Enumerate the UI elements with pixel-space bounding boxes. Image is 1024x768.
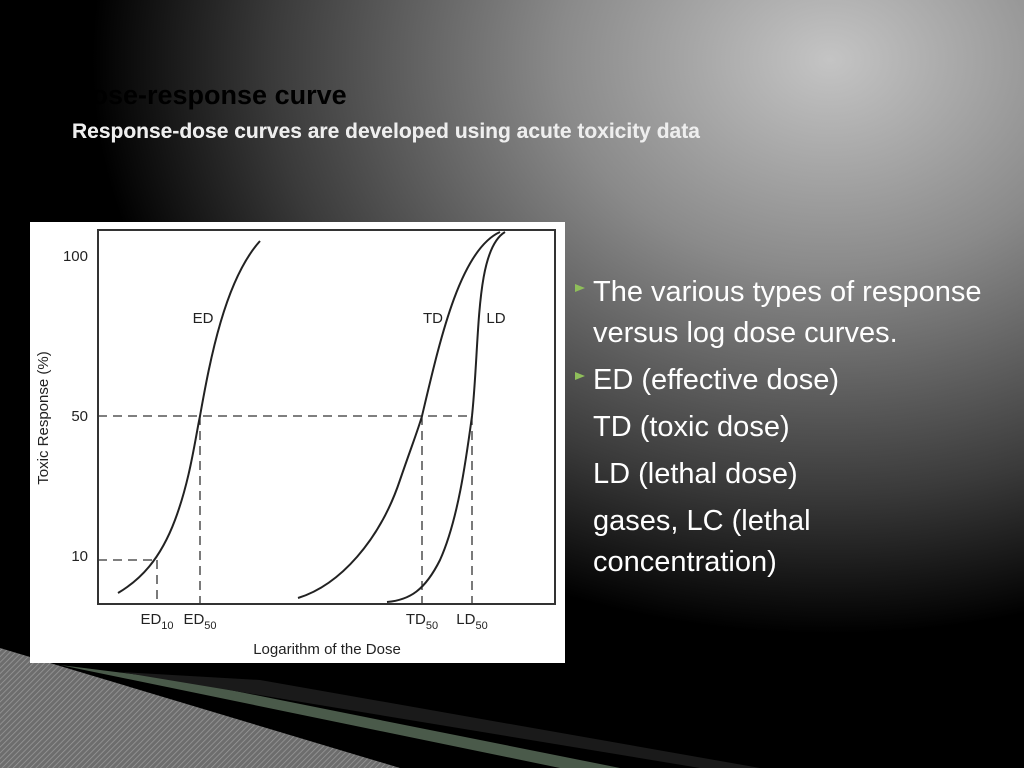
x-label-sub: 50 — [204, 620, 216, 632]
curve-label: ED — [193, 310, 214, 327]
curve-label: LD — [486, 310, 505, 327]
bullet: LD (lethal dose) — [593, 458, 798, 490]
bullet: gases, LC (lethal concentration) — [593, 505, 811, 578]
plot-frame — [97, 229, 556, 605]
x-axis-label: Logarithm of the Dose — [253, 641, 401, 658]
figure-background — [30, 222, 565, 663]
title: Dose-response curve — [72, 80, 347, 110]
x-label-base: LD — [456, 611, 475, 628]
guide-lines — [98, 415, 473, 604]
x-label: ED50 — [183, 611, 216, 632]
bullet-list: The various types of response versus log… — [575, 272, 995, 589]
x-label: LD50 — [456, 611, 487, 632]
x-labels: ED10 ED50 TD50 LD50 — [140, 611, 487, 632]
x-label-base: ED — [183, 611, 204, 628]
y-label: 50 — [71, 408, 88, 425]
y-label: 100 — [63, 248, 88, 265]
subtitle: Response-dose curves are developed using… — [72, 120, 700, 143]
x-label-sub: 50 — [475, 620, 487, 632]
curve-label: TD — [423, 310, 443, 327]
x-label: TD50 — [406, 611, 438, 632]
curves — [117, 231, 506, 603]
x-label-sub: 10 — [161, 620, 173, 632]
dark-stripe — [120, 672, 760, 768]
x-label-base: TD — [406, 611, 426, 628]
bullet: TD (toxic dose) — [593, 411, 790, 443]
y-axis-label: Toxic Response (%) — [35, 351, 52, 484]
y-label: 10 — [71, 548, 88, 565]
x-label: ED10 — [140, 611, 173, 632]
bullet: ED (effective dose) — [575, 360, 995, 401]
x-label-base: ED — [140, 611, 161, 628]
green-stripe — [60, 665, 620, 768]
hatch-stripe — [0, 648, 400, 768]
x-label-sub: 50 — [426, 620, 438, 632]
bullet: The various types of response versus log… — [575, 272, 995, 354]
